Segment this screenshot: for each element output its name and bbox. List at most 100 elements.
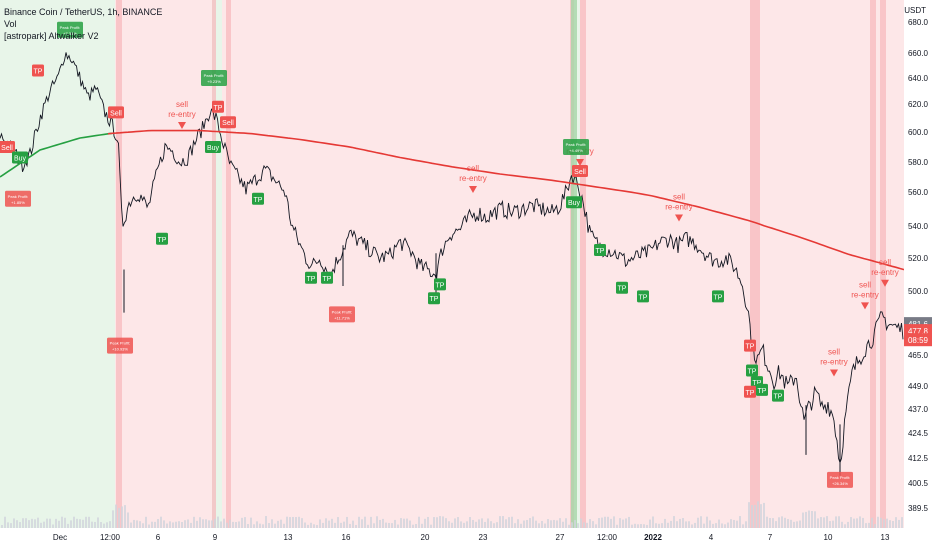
x-tick-label: 2022 bbox=[644, 533, 662, 542]
volume-bar bbox=[91, 521, 93, 528]
signal-badge-label: TP bbox=[746, 344, 755, 351]
volume-bar bbox=[397, 524, 399, 528]
y-tick-label: 600.0 bbox=[908, 128, 929, 137]
volume-bar bbox=[76, 518, 78, 528]
volume-bar bbox=[826, 516, 828, 528]
time-axis[interactable]: Dec 12:00 6 9 13 16 20 23 27 12:00 2022 4 7 10 13 bbox=[0, 528, 932, 550]
volume-bar bbox=[679, 518, 681, 528]
volume-indicator-label[interactable]: Vol bbox=[4, 19, 17, 29]
volume-bar bbox=[307, 524, 309, 528]
x-tick-label: 13 bbox=[881, 533, 890, 542]
volume-bar bbox=[40, 522, 42, 528]
volume-bar bbox=[430, 524, 432, 528]
volume-bar bbox=[670, 520, 672, 528]
volume-bar bbox=[736, 520, 738, 528]
volume-bar bbox=[865, 523, 867, 528]
volume-bar bbox=[367, 524, 369, 528]
volume-bar bbox=[436, 517, 438, 528]
volume-bar bbox=[838, 516, 840, 528]
price-badge-label: 477.8 bbox=[908, 327, 929, 336]
x-tick-label: 9 bbox=[213, 533, 218, 542]
volume-bar bbox=[316, 524, 318, 528]
volume-bar bbox=[298, 516, 300, 528]
reentry-label-line2: re-entry bbox=[851, 290, 879, 299]
volume-bar bbox=[646, 524, 648, 528]
volume-bar bbox=[400, 518, 402, 528]
volume-bar bbox=[583, 522, 585, 528]
x-tick-label: 20 bbox=[421, 533, 430, 542]
signal-stripe bbox=[580, 0, 586, 528]
volume-bar bbox=[688, 521, 690, 528]
signal-badge-label: Sell bbox=[110, 110, 122, 117]
signal-badge-label: TP bbox=[746, 390, 755, 397]
volume-bar bbox=[1, 524, 3, 528]
volume-bar bbox=[394, 519, 396, 528]
volume-bar bbox=[832, 520, 834, 528]
volume-bar bbox=[526, 519, 528, 528]
volume-bar bbox=[403, 518, 405, 528]
volume-bar bbox=[133, 519, 135, 528]
peak-profit-title: Peak Profit: bbox=[110, 341, 131, 346]
volume-bar bbox=[694, 522, 696, 528]
volume-bar bbox=[514, 523, 516, 528]
x-tick-label: 12:00 bbox=[597, 533, 618, 542]
volume-bar bbox=[586, 522, 588, 528]
volume-bar bbox=[70, 520, 72, 528]
volume-bar bbox=[508, 517, 510, 528]
volume-bar bbox=[199, 517, 201, 528]
volume-bar bbox=[484, 521, 486, 528]
volume-bar bbox=[136, 520, 138, 528]
volume-bar bbox=[247, 524, 249, 528]
altwalker-indicator-label[interactable]: [astropark] Altwalker V2 bbox=[4, 31, 99, 41]
price-badge bbox=[904, 333, 932, 347]
volume-bar bbox=[19, 522, 21, 528]
y-tick-label: 449.0 bbox=[908, 382, 929, 391]
reentry-label-line1: sell bbox=[176, 100, 188, 109]
volume-bar bbox=[889, 520, 891, 528]
peak-profit-value: +11.71% bbox=[334, 315, 350, 320]
volume-bar bbox=[571, 522, 573, 528]
volume-bar bbox=[244, 517, 246, 528]
volume-bar bbox=[85, 516, 87, 528]
volume-bar bbox=[220, 521, 222, 528]
volume-bar bbox=[409, 520, 411, 528]
volume-bar bbox=[601, 517, 603, 528]
volume-bar bbox=[187, 519, 189, 528]
volume-bar bbox=[37, 517, 39, 528]
volume-bar bbox=[667, 522, 669, 528]
symbol-title[interactable]: Binance Coin / TetherUS, 1h, BINANCE bbox=[4, 7, 163, 17]
volume-bar bbox=[616, 524, 618, 528]
volume-bar bbox=[895, 517, 897, 528]
volume-bar bbox=[370, 516, 372, 528]
volume-bar bbox=[850, 517, 852, 528]
volume-bar bbox=[232, 521, 234, 528]
volume-bar bbox=[622, 519, 624, 528]
volume-bar bbox=[457, 517, 459, 528]
volume-bar bbox=[13, 518, 15, 528]
volume-bar bbox=[901, 517, 903, 528]
volume-bar bbox=[598, 518, 600, 528]
signal-badge-label: TP bbox=[748, 369, 757, 376]
peak-profit-box bbox=[57, 21, 83, 38]
volume-bar bbox=[814, 511, 816, 528]
volume-bar bbox=[445, 518, 447, 528]
x-tick-label: 12:00 bbox=[100, 533, 121, 542]
volume-bar bbox=[301, 518, 303, 528]
volume-bars bbox=[1, 501, 903, 528]
volume-bar bbox=[793, 521, 795, 528]
y-tick-label: 424.5 bbox=[908, 429, 929, 438]
volume-bar bbox=[547, 519, 549, 528]
volume-bar bbox=[118, 507, 120, 528]
volume-bar bbox=[805, 511, 807, 528]
reentry-label-line1: sell bbox=[879, 258, 891, 267]
volume-bar bbox=[493, 523, 495, 528]
volume-bar bbox=[775, 521, 777, 528]
volume-bar bbox=[337, 517, 339, 528]
volume-bar bbox=[334, 522, 336, 528]
volume-bar bbox=[346, 516, 348, 528]
signal-badge-17 bbox=[637, 290, 649, 303]
volume-bar bbox=[562, 521, 564, 528]
price-axis[interactable]: 389.5400.5412.5424.5437.0449.0465.0480.0… bbox=[904, 0, 932, 550]
volume-bar bbox=[835, 516, 837, 528]
